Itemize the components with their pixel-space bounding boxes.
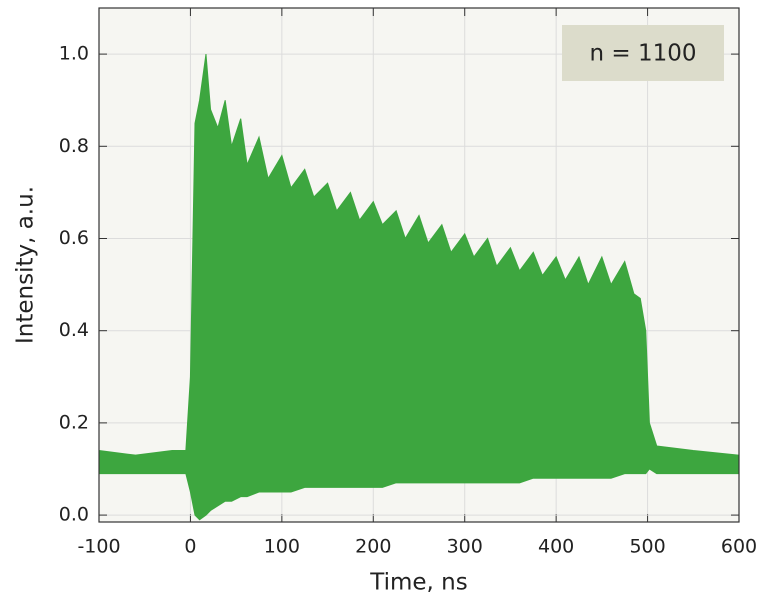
x-tick-label: 200 <box>355 536 391 558</box>
x-tick-label: 500 <box>629 536 665 558</box>
x-axis-title: Time, ns <box>369 570 467 596</box>
y-tick-label: 0.2 <box>59 411 89 433</box>
y-axis-title: Intensity, a.u. <box>13 186 39 344</box>
x-tick-label: -100 <box>77 536 120 558</box>
y-tick-label: 0.6 <box>59 227 89 249</box>
x-tick-label: 300 <box>447 536 483 558</box>
annotation: n = 1100 <box>589 41 696 67</box>
plot-frame <box>98 7 740 523</box>
x-tick-label: 600 <box>721 536 757 558</box>
x-tick-label: 100 <box>264 536 300 558</box>
y-tick-label: 0.4 <box>59 319 89 341</box>
annotation-box <box>562 25 724 81</box>
x-tick-label: 400 <box>538 536 574 558</box>
y-tick-label: 0.8 <box>59 135 89 157</box>
y-tick-label: 0.0 <box>59 504 89 526</box>
x-tick-label: 0 <box>184 536 196 558</box>
y-tick-label: 1.0 <box>59 43 89 65</box>
